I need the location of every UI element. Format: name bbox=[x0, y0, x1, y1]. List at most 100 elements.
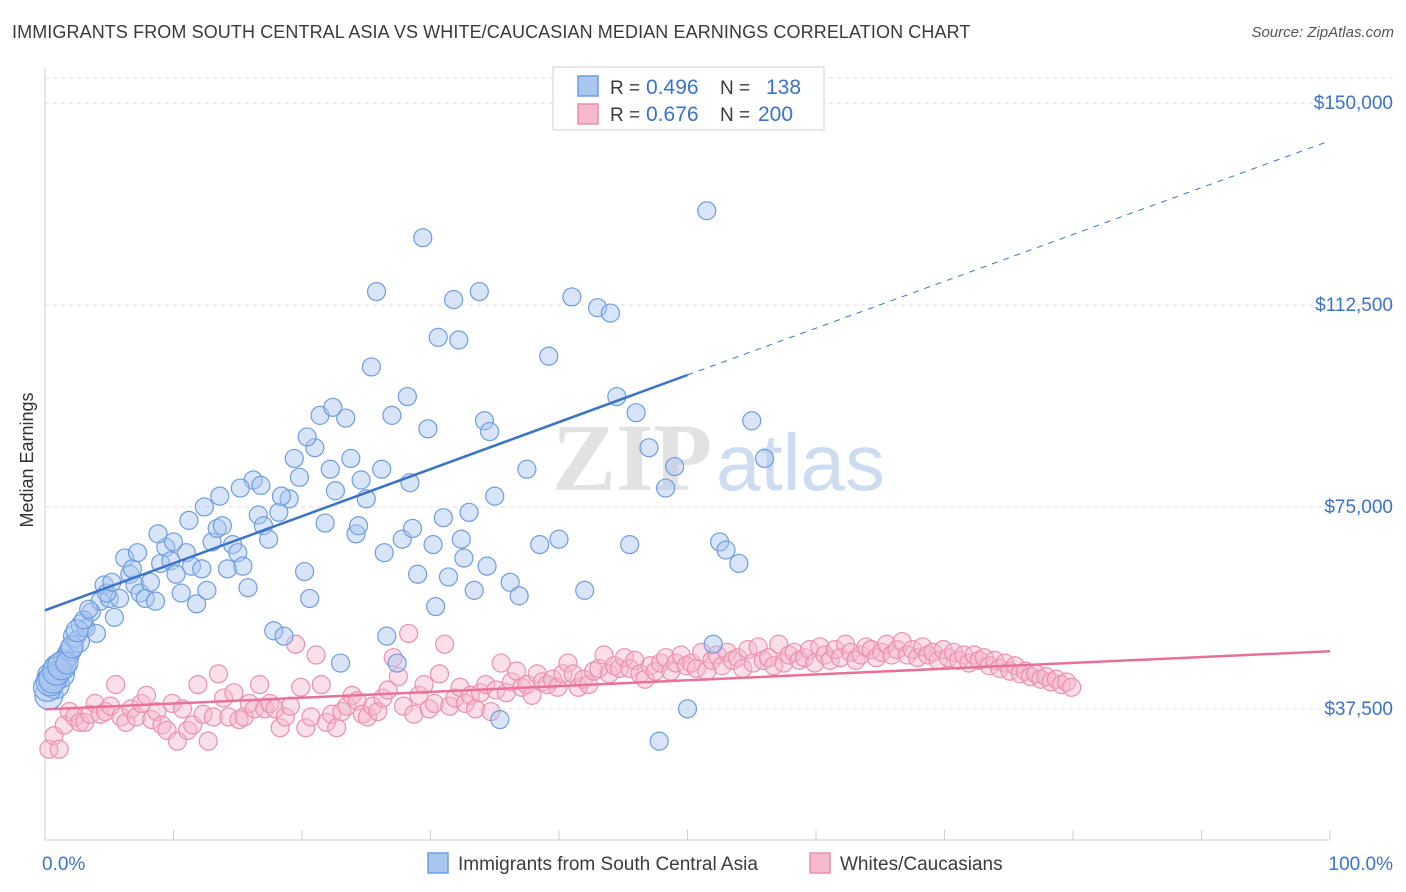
immigrants-point bbox=[639, 438, 659, 458]
immigrants-point bbox=[562, 287, 582, 307]
immigrants-point bbox=[248, 505, 268, 525]
whites-point bbox=[337, 696, 357, 716]
immigrants-point bbox=[41, 656, 72, 686]
whites-point bbox=[301, 707, 321, 727]
whites-point bbox=[429, 664, 450, 684]
immigrants-point bbox=[509, 586, 529, 606]
immigrants-point bbox=[377, 626, 397, 646]
whites-point bbox=[106, 675, 126, 695]
legend-bottom: Immigrants from South Central Asia White… bbox=[427, 852, 1003, 875]
y-tick-label-3: $150,000 bbox=[1314, 93, 1393, 114]
watermark-zip: ZIP bbox=[552, 404, 712, 511]
whites-point bbox=[877, 634, 897, 654]
immigrants-point bbox=[716, 540, 736, 560]
immigrants-point bbox=[361, 357, 381, 377]
whites-point bbox=[753, 650, 773, 670]
immigrants-point bbox=[539, 346, 559, 366]
immigrants-point bbox=[210, 486, 230, 506]
immigrants-point bbox=[109, 588, 130, 609]
immigrants-point bbox=[500, 572, 520, 592]
immigrants-point bbox=[382, 405, 402, 425]
whites-point bbox=[178, 720, 198, 740]
axes bbox=[44, 68, 1331, 841]
immigrants-point bbox=[464, 580, 484, 600]
whites-point bbox=[702, 650, 722, 670]
whites-point bbox=[969, 650, 989, 670]
whites-point bbox=[80, 704, 100, 724]
immigrants-point bbox=[145, 591, 166, 611]
immigrants-point bbox=[474, 411, 495, 431]
whites-point bbox=[409, 685, 429, 705]
immigrants-point bbox=[212, 516, 232, 536]
immigrants-point bbox=[697, 201, 717, 221]
immigrants-point bbox=[433, 508, 453, 528]
immigrants-point bbox=[413, 228, 433, 248]
immigrants-point bbox=[325, 481, 346, 501]
immigrants-point bbox=[451, 529, 471, 549]
immigrants-point bbox=[677, 699, 698, 719]
immigrants-point bbox=[258, 529, 279, 549]
immigrants-point bbox=[264, 621, 284, 641]
whites-point bbox=[357, 707, 378, 727]
immigrants-point bbox=[163, 532, 184, 552]
immigrants-point bbox=[336, 408, 356, 428]
whites-point bbox=[491, 653, 511, 673]
whites-point bbox=[918, 645, 938, 665]
immigrants-point bbox=[194, 497, 214, 517]
whites-point bbox=[419, 699, 439, 719]
immigrants-point bbox=[341, 448, 361, 469]
watermark-atlas: atlas bbox=[716, 418, 885, 507]
whites-point bbox=[249, 675, 270, 695]
legend-n-label-2: N = bbox=[720, 105, 750, 126]
whites-point bbox=[352, 704, 372, 724]
immigrants-point bbox=[217, 559, 238, 579]
immigrants-point bbox=[330, 653, 351, 673]
immigrants-point bbox=[289, 467, 310, 487]
x-tick-label-start: 0.0% bbox=[42, 854, 85, 875]
immigrants-point bbox=[104, 607, 124, 627]
whites-point bbox=[188, 675, 208, 695]
immigrants-point bbox=[754, 448, 775, 469]
source-label: Source: ZipAtlas.com bbox=[1251, 24, 1394, 41]
immigrants-point bbox=[251, 475, 271, 495]
legend-n-label-1: N = bbox=[720, 78, 750, 99]
immigrants-point bbox=[238, 578, 258, 598]
whites-point bbox=[501, 672, 522, 692]
whites-point bbox=[327, 718, 347, 738]
whites-point bbox=[332, 701, 352, 722]
immigrants-point bbox=[233, 556, 253, 576]
immigrants-point bbox=[274, 626, 294, 646]
legend-r-value-1: 0.496 bbox=[646, 76, 699, 99]
immigrants-point bbox=[485, 486, 505, 506]
immigrants-point bbox=[197, 580, 217, 600]
immigrants-point bbox=[187, 594, 207, 614]
immigrants-point bbox=[284, 448, 304, 469]
immigrants-point bbox=[530, 535, 550, 555]
whites-point bbox=[280, 696, 301, 716]
immigrants-point bbox=[549, 529, 569, 549]
legend-r-label-1: R = bbox=[610, 78, 640, 99]
whites-point bbox=[609, 658, 629, 679]
legend-bottom-swatch-blue bbox=[427, 852, 449, 874]
immigrants-point bbox=[127, 543, 148, 563]
whites-point bbox=[671, 645, 691, 665]
immigrants-point bbox=[269, 502, 289, 522]
immigrants-point bbox=[348, 516, 369, 536]
immigrants-point bbox=[300, 588, 320, 609]
whites-point bbox=[208, 664, 229, 684]
immigrants-point bbox=[79, 599, 99, 619]
legend-n-value-2: 200 bbox=[758, 103, 793, 126]
immigrants-point bbox=[271, 486, 292, 506]
trend-line-immigrants bbox=[44, 373, 688, 612]
immigrants-point bbox=[626, 403, 646, 423]
whites-point bbox=[291, 677, 311, 697]
immigrants-point bbox=[166, 564, 186, 584]
whites-point bbox=[584, 661, 604, 681]
whites-point bbox=[311, 675, 331, 695]
immigrants-point bbox=[459, 502, 479, 522]
immigrants-point bbox=[387, 653, 407, 673]
whites-point bbox=[815, 645, 835, 665]
whites-point bbox=[1062, 677, 1082, 697]
chart-title: IMMIGRANTS FROM SOUTH CENTRAL ASIA VS WH… bbox=[12, 22, 971, 42]
immigrants-point bbox=[366, 281, 387, 302]
